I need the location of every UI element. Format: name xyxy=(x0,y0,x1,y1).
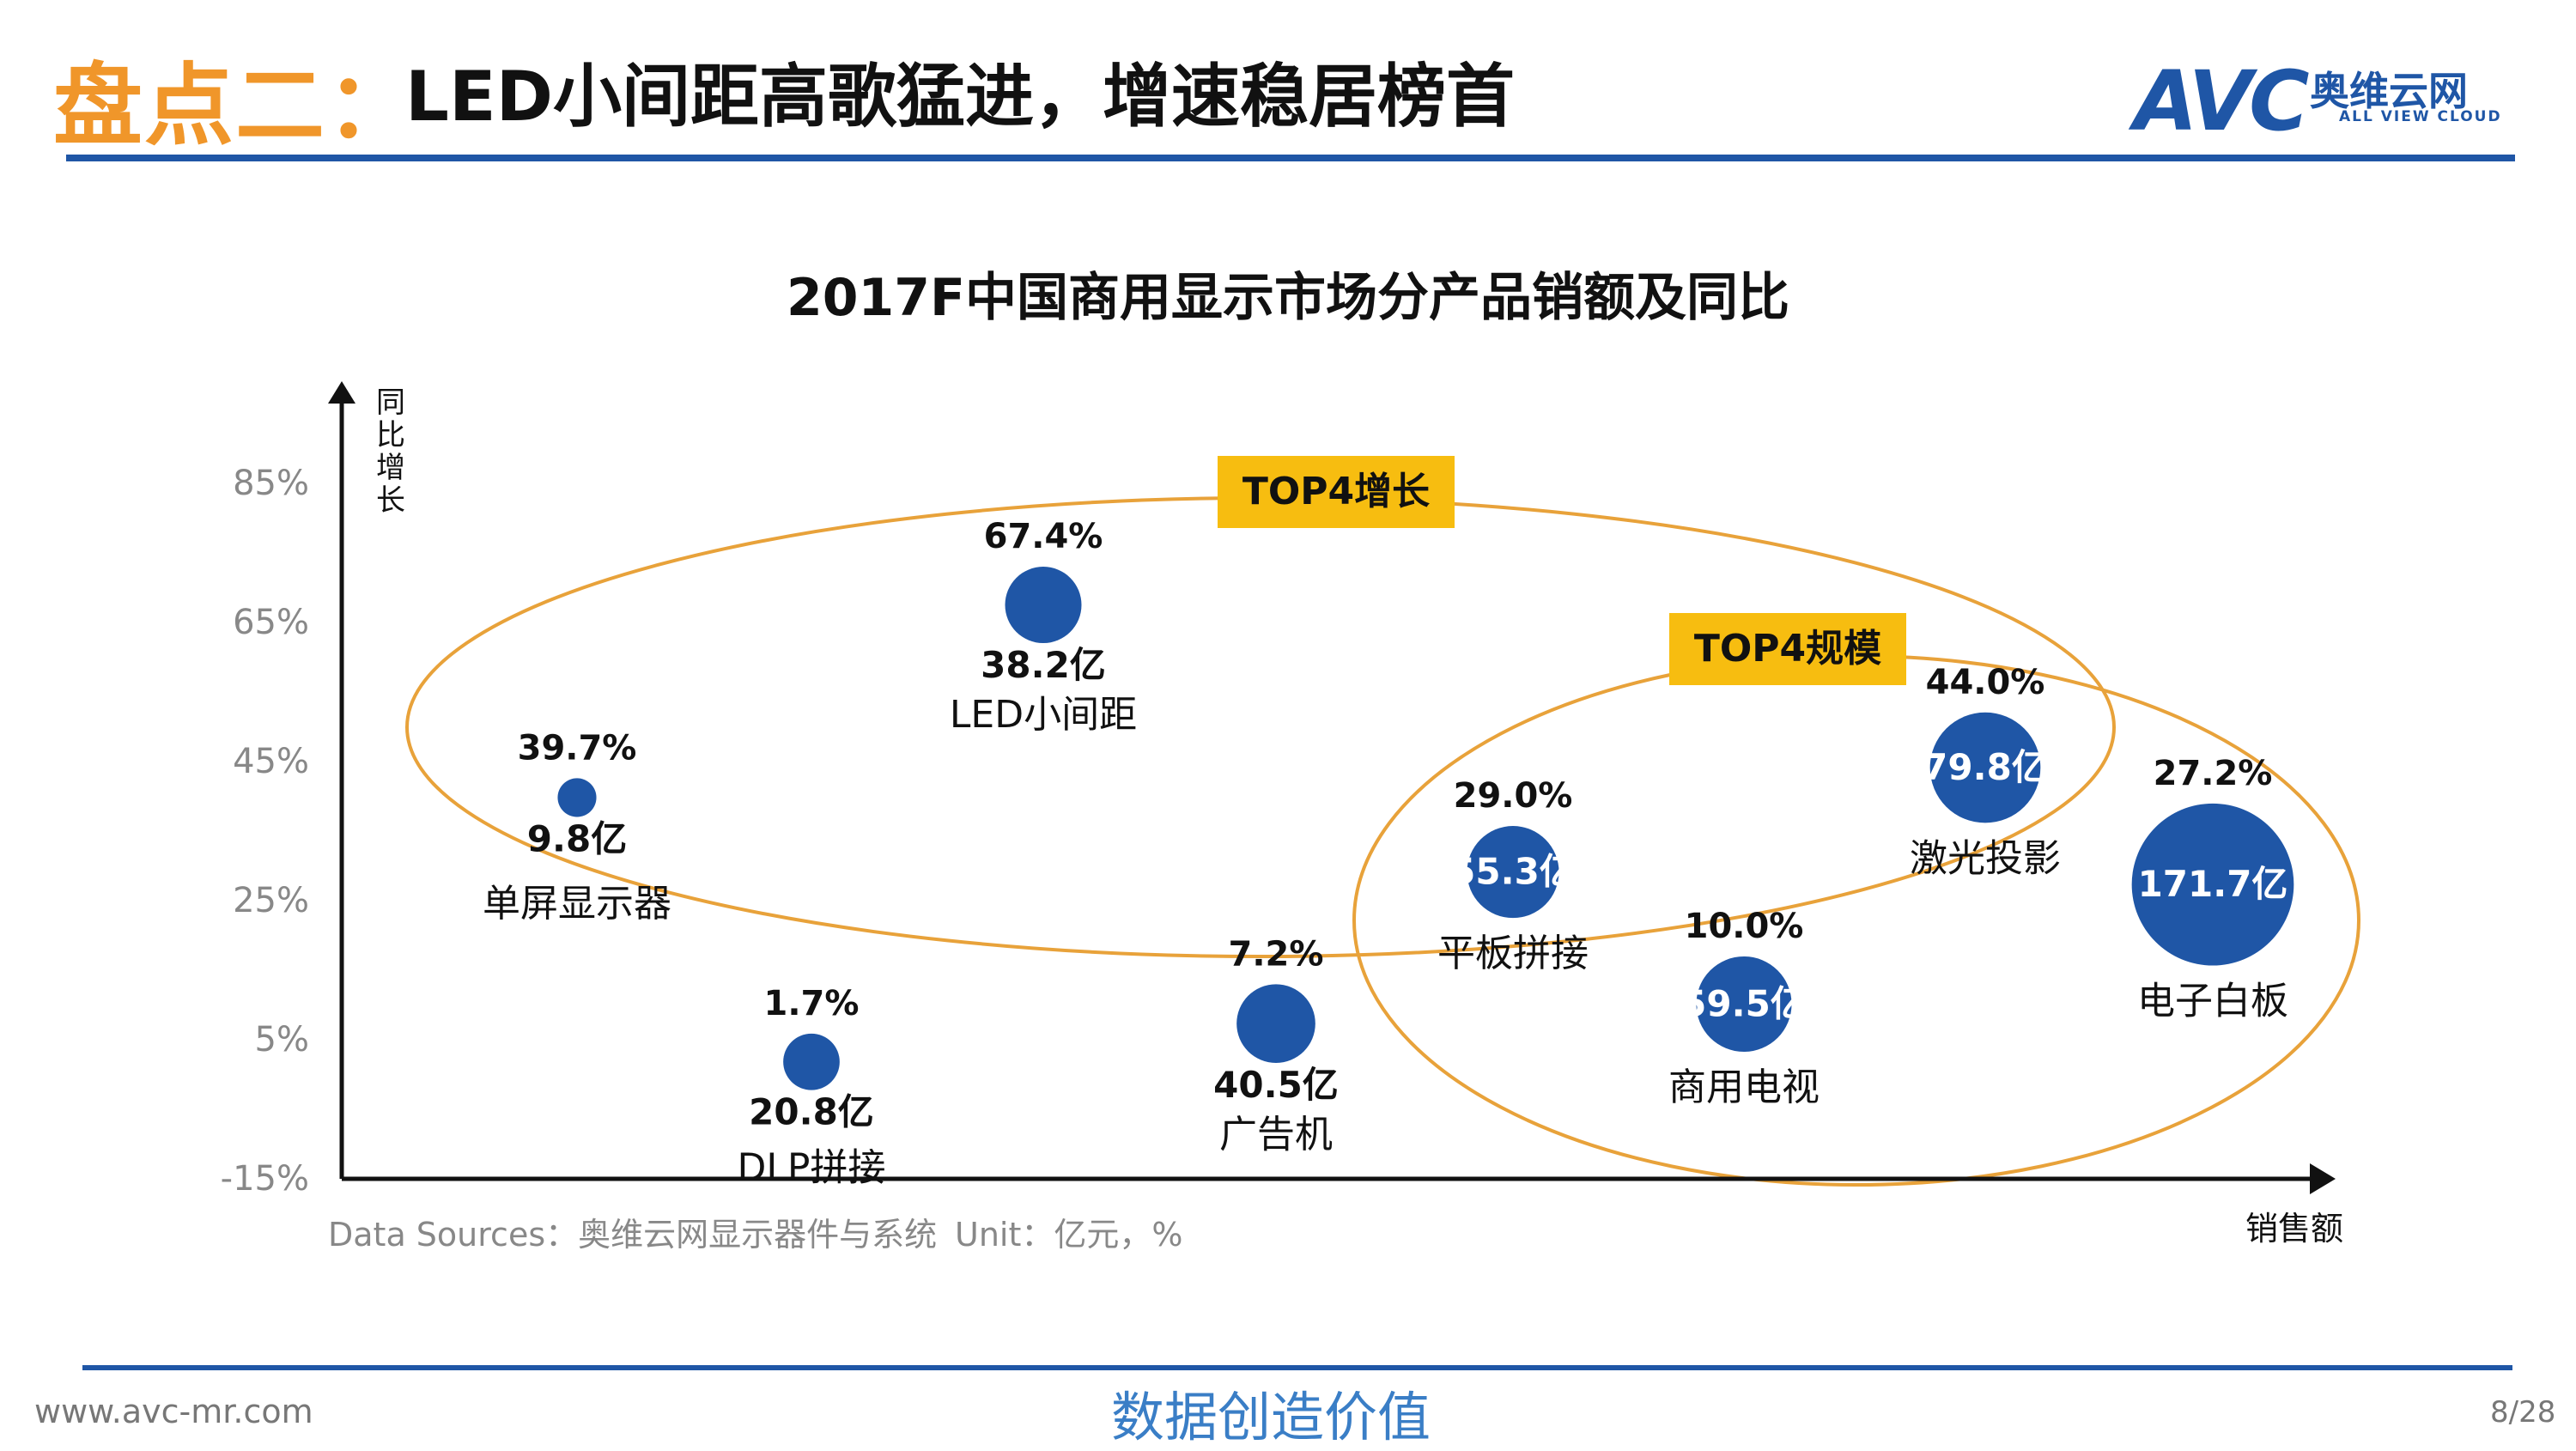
slide-title: LED小间距高歌猛进，增速稳居榜首 xyxy=(405,57,1516,137)
growth-label: 27.2% xyxy=(2154,754,2273,793)
sales-label: 171.7亿 xyxy=(2138,863,2288,905)
sales-label: 59.5亿 xyxy=(1681,983,1807,1025)
bubble xyxy=(1005,567,1082,644)
data-sources: Data Sources：奥维云网显示器件与系统 xyxy=(328,1216,938,1254)
avc-logo-cn: 奥维云网 xyxy=(2310,68,2468,114)
category-label: 商用电视 xyxy=(1668,1065,1820,1109)
x-axis-label: 销售额 xyxy=(2245,1210,2343,1248)
bubble xyxy=(2131,803,2294,966)
sales-label: 55.3亿 xyxy=(1450,851,1576,893)
sales-label: 20.8亿 xyxy=(749,1091,874,1133)
bubble xyxy=(1467,826,1559,919)
bubbles xyxy=(557,567,2294,1090)
group-tag-bg xyxy=(1669,613,1906,685)
growth-label: 67.4% xyxy=(984,517,1103,556)
y-tick-label: -15% xyxy=(221,1159,309,1199)
page-number: 8/28 xyxy=(2490,1395,2556,1430)
category-label: 电子白板 xyxy=(2137,980,2288,1023)
y-tick-label: 45% xyxy=(233,742,309,781)
header-divider xyxy=(66,155,2515,161)
growth-label: 10.0% xyxy=(1685,907,1804,946)
growth-label: 44.0% xyxy=(1926,663,2045,702)
sales-label: 79.8亿 xyxy=(1923,746,2048,788)
growth-label: 39.7% xyxy=(518,728,637,768)
growth-label: 7.2% xyxy=(1229,934,1324,974)
y-tick-labels: 85% 65% 45% 25% 5% -15% xyxy=(221,464,309,1199)
avc-logo-en: ALL VIEW CLOUD xyxy=(2339,108,2502,125)
y-tick-label: 5% xyxy=(255,1020,309,1059)
growth-label: 1.7% xyxy=(764,984,860,1023)
sales-label: 9.8亿 xyxy=(527,817,627,859)
group-ellipses xyxy=(405,496,2360,1187)
y-tick-label: 65% xyxy=(233,603,309,642)
category-label: LED小间距 xyxy=(950,693,1137,737)
sales-label: 40.5亿 xyxy=(1213,1064,1339,1106)
slide-title-prefix: 盘点二： xyxy=(53,53,418,158)
group-tag-label: TOP4规模 xyxy=(1694,627,1881,671)
y-axis-label: 同比增长 xyxy=(376,386,405,518)
x-axis-arrow xyxy=(2310,1163,2336,1194)
footer-slogan: 数据创造价值 xyxy=(1110,1386,1431,1448)
category-label: DLP拼接 xyxy=(738,1146,886,1190)
bubble xyxy=(1696,956,1792,1053)
category-label: 平板拼接 xyxy=(1437,932,1589,975)
bubble xyxy=(1236,984,1315,1064)
unit-note: Unit：亿元，% xyxy=(955,1216,1183,1254)
group-tag-bg xyxy=(1218,456,1455,528)
chart-title: 2017F中国商用显示市场分产品销额及同比 xyxy=(787,268,1789,328)
group-tag-label: TOP4增长 xyxy=(1242,470,1430,513)
y-tick-label: 25% xyxy=(233,881,309,920)
category-label: 单屏显示器 xyxy=(483,882,671,926)
bubble xyxy=(557,778,597,817)
bubble xyxy=(1929,712,2041,823)
growth-label: 29.0% xyxy=(1454,776,1573,816)
category-label: 激光投影 xyxy=(1910,836,2061,880)
category-label: 广告机 xyxy=(1219,1113,1333,1157)
footer-url[interactable]: www.avc-mr.com xyxy=(34,1393,313,1430)
sales-label: 38.2亿 xyxy=(981,644,1106,686)
group-tags: TOP4增长 TOP4规模 xyxy=(1218,456,1906,685)
bubble xyxy=(783,1033,840,1090)
y-axis-arrow xyxy=(328,381,355,404)
y-tick-label: 85% xyxy=(233,464,309,503)
footer-divider xyxy=(82,1365,2512,1370)
avc-logo-word: AVC xyxy=(2134,53,2310,149)
